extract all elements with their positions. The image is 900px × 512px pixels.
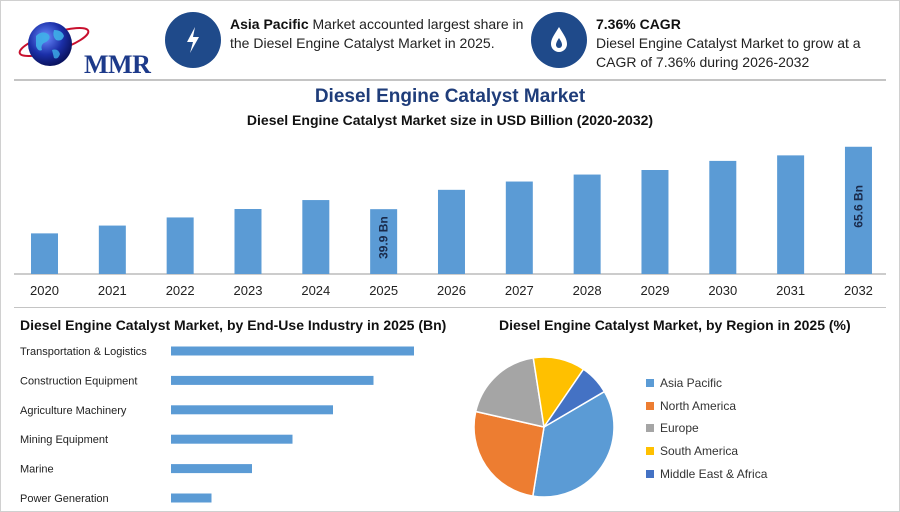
- industry-label: Construction Equipment: [20, 375, 137, 387]
- bar-2021: [98, 225, 126, 274]
- bar-2031: [777, 155, 805, 274]
- industry-bar: [171, 346, 414, 356]
- bar-2028: [573, 174, 601, 274]
- x-tick-2030: 2030: [708, 283, 737, 298]
- industry-label: Marine: [20, 464, 54, 476]
- legend-swatch: [646, 424, 654, 433]
- flame-drop-icon: [531, 12, 587, 68]
- industry-bar: [171, 464, 252, 474]
- x-tick-2026: 2026: [437, 283, 466, 298]
- x-tick-2025: 2025: [369, 283, 398, 298]
- x-tick-2023: 2023: [234, 283, 263, 298]
- industry-bar: [171, 434, 293, 444]
- legend-label: Middle East & Africa: [660, 466, 768, 481]
- bar-2022: [166, 217, 194, 274]
- bar-2024: [302, 200, 330, 274]
- industry-bar: [171, 493, 212, 503]
- legend-swatch: [646, 379, 654, 388]
- bar-label-2032: 65.6 Bn: [851, 185, 865, 228]
- x-tick-2029: 2029: [641, 283, 670, 298]
- legend-item: North America: [646, 395, 767, 418]
- bar-2026: [437, 189, 465, 274]
- info-cagr: 7.36% CAGR Diesel Engine Catalyst Market…: [596, 15, 876, 72]
- legend-label: South America: [660, 444, 739, 459]
- industry-chart-title: Diesel Engine Catalyst Market, by End-Us…: [20, 317, 447, 333]
- x-tick-2020: 2020: [30, 283, 59, 298]
- header-divider: [14, 79, 886, 81]
- pie-slice-asia-pacific: [531, 390, 615, 498]
- pie-slice-europe: [474, 356, 545, 428]
- legend-swatch: [646, 469, 654, 478]
- bar-2030: [709, 160, 737, 274]
- globe-icon: [18, 22, 90, 66]
- legend-label: North America: [660, 398, 737, 413]
- lightning-icon: [165, 12, 221, 68]
- pie-slice-middle-east-africa: [543, 368, 606, 428]
- industry-label: Transportation & Logistics: [20, 346, 147, 358]
- legend-swatch: [646, 447, 654, 456]
- industry-bar: [171, 375, 374, 385]
- industry-label: Power Generation: [20, 493, 109, 505]
- legend-label: Asia Pacific: [660, 376, 723, 391]
- legend-item: Europe: [646, 417, 767, 440]
- info-asia-pacific: Asia Pacific Market accounted largest sh…: [230, 15, 530, 53]
- info-left-bold: Asia Pacific: [230, 16, 309, 32]
- legend-item: Asia Pacific: [646, 372, 767, 395]
- pie-slice-north-america: [473, 410, 545, 497]
- industry-bar: [171, 405, 333, 415]
- bar-chart-subtitle: Diesel Engine Catalyst Market size in US…: [246, 112, 654, 128]
- info-right-bold: 7.36% CAGR: [596, 16, 681, 32]
- bar-2023: [234, 209, 262, 274]
- main-title: Diesel Engine Catalyst Market: [314, 86, 586, 107]
- x-tick-2024: 2024: [301, 283, 330, 298]
- logo-text: MMR: [84, 50, 151, 79]
- legend-item: Middle East & Africa: [646, 462, 767, 485]
- info-right-text: Diesel Engine Catalyst Market to grow at…: [596, 35, 861, 70]
- region-pie-chart: [473, 356, 615, 498]
- market-size-bar-chart: 2020 2021 2022 2023 2024 2025 39.9 Bn 2026 2027 2…: [14, 146, 886, 298]
- x-tick-2021: 2021: [98, 283, 127, 298]
- legend-swatch: [646, 401, 654, 410]
- x-tick-2032: 2032: [844, 283, 873, 298]
- x-tick-2031: 2031: [776, 283, 805, 298]
- x-tick-2022: 2022: [166, 283, 195, 298]
- x-tick-2028: 2028: [573, 283, 602, 298]
- bar-2027: [505, 181, 533, 274]
- industry-label: Mining Equipment: [20, 434, 108, 446]
- legend-item: South America: [646, 440, 767, 463]
- region-legend: Asia Pacific North America Europe South Ame…: [646, 372, 767, 485]
- mmr-logo: MMR: [14, 12, 151, 80]
- industry-label: Agriculture Machinery: [20, 405, 127, 417]
- legend-label: Europe: [660, 421, 699, 436]
- bar-2032: [844, 146, 872, 274]
- region-chart-title: Diesel Engine Catalyst Market, by Region…: [499, 317, 851, 333]
- bar-2020: [31, 233, 58, 274]
- bar-2025: [370, 209, 398, 274]
- x-tick-2027: 2027: [505, 283, 534, 298]
- info-left-text: Market accounted largest share in the Di…: [230, 16, 524, 51]
- bar-label-2025: 39.9 Bn: [377, 216, 391, 259]
- bar-2029: [641, 170, 669, 274]
- end-use-industry-bar-chart: Transportation & Logistics Construction E…: [20, 346, 414, 505]
- section-divider: [14, 307, 886, 308]
